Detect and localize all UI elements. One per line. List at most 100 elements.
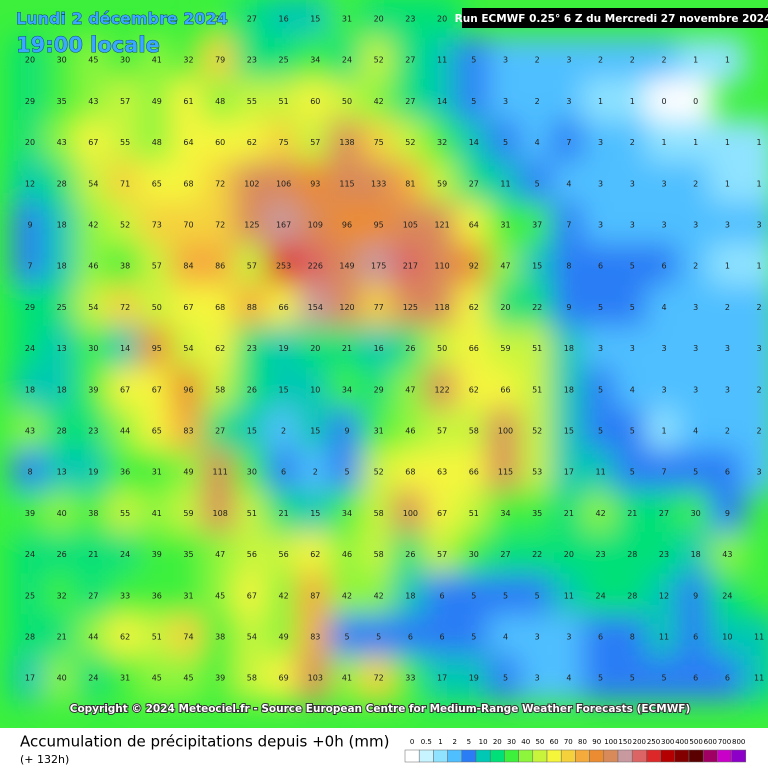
precip-value: 20 bbox=[310, 344, 320, 353]
scale-swatch bbox=[447, 749, 463, 763]
precip-cell bbox=[329, 490, 365, 536]
precip-cell bbox=[170, 243, 207, 289]
legend: Accumulation de précipitations depuis +0… bbox=[20, 733, 747, 766]
precip-value: 27 bbox=[469, 179, 479, 188]
precip-value: 45 bbox=[88, 56, 98, 65]
scale-swatch bbox=[589, 749, 605, 763]
scale-label: 100 bbox=[604, 738, 617, 746]
scale-label: 90 bbox=[592, 738, 601, 746]
precip-cell bbox=[392, 573, 429, 619]
precip-cell bbox=[360, 0, 397, 42]
precip-value: 2 bbox=[313, 468, 318, 477]
precip-cell bbox=[551, 161, 587, 207]
scale-swatch bbox=[717, 749, 732, 763]
precip-field bbox=[12, 0, 768, 701]
precip-cell bbox=[709, 202, 746, 248]
precip-value: 21 bbox=[627, 509, 637, 518]
precip-value: 74 bbox=[183, 633, 193, 642]
precip-value: 26 bbox=[405, 344, 415, 353]
precip-value: 5 bbox=[344, 633, 349, 642]
precip-cell bbox=[551, 78, 587, 124]
precip-cell bbox=[75, 243, 112, 289]
precip-value: 5 bbox=[503, 674, 508, 683]
precip-cell bbox=[297, 284, 334, 330]
precip-value: 111 bbox=[213, 468, 228, 477]
precip-cell bbox=[551, 326, 587, 372]
scale-swatch bbox=[433, 749, 448, 763]
precip-value: 4 bbox=[566, 179, 571, 188]
precip-value: 35 bbox=[57, 97, 67, 106]
precip-cell bbox=[455, 367, 492, 413]
precip-value: 41 bbox=[152, 56, 162, 65]
precip-cell bbox=[297, 0, 334, 42]
precip-cell bbox=[614, 614, 651, 660]
precip-cell bbox=[519, 367, 556, 413]
precip-cell bbox=[138, 614, 175, 660]
precip-value: 75 bbox=[374, 138, 384, 147]
precip-cell bbox=[677, 243, 714, 289]
precip-cell bbox=[170, 490, 207, 536]
precip-value: 43 bbox=[25, 427, 35, 436]
precip-value: 3 bbox=[725, 385, 730, 394]
precip-cell bbox=[360, 655, 397, 701]
precip-cell bbox=[265, 367, 302, 413]
precip-cell bbox=[265, 573, 302, 619]
precip-value: 48 bbox=[152, 138, 162, 147]
precip-cell bbox=[519, 449, 556, 495]
precip-value: 1 bbox=[661, 138, 666, 147]
precip-cell bbox=[646, 161, 682, 207]
precip-value: 6 bbox=[440, 591, 445, 600]
precip-cell bbox=[12, 326, 48, 372]
precip-cell bbox=[677, 326, 714, 372]
precip-cell bbox=[75, 37, 112, 83]
precip-value: 2 bbox=[693, 179, 698, 188]
precip-value: 3 bbox=[598, 344, 603, 353]
precip-value: 27 bbox=[500, 550, 510, 559]
precip-cell bbox=[297, 37, 334, 83]
precip-cell bbox=[424, 243, 460, 289]
precip-value: 14 bbox=[469, 138, 479, 147]
precip-cell bbox=[12, 367, 48, 413]
precip-value: 15 bbox=[532, 262, 542, 271]
precip-value: 8 bbox=[630, 633, 635, 642]
precip-cell bbox=[519, 284, 556, 330]
precip-value: 38 bbox=[120, 262, 130, 271]
precip-cell bbox=[551, 449, 587, 495]
precip-cell bbox=[107, 120, 143, 166]
precip-cell bbox=[138, 490, 175, 536]
precip-cell bbox=[487, 120, 524, 166]
precip-cell bbox=[297, 490, 334, 536]
precip-cell bbox=[107, 490, 143, 536]
scale-swatch bbox=[617, 749, 633, 763]
precip-value: 37 bbox=[532, 221, 542, 230]
precip-value: 9 bbox=[725, 509, 730, 518]
precip-value: 71 bbox=[120, 179, 130, 188]
precip-cell bbox=[614, 655, 651, 701]
precip-value: 23 bbox=[247, 344, 257, 353]
precip-value: 108 bbox=[213, 509, 228, 518]
precip-value: 5 bbox=[598, 385, 603, 394]
precip-cell bbox=[234, 532, 270, 578]
color-scale: 0 0.5 1 2 5 10 20 30 40 50 60 70 80 90 100 150 200 250 300… bbox=[404, 738, 747, 763]
precip-cell bbox=[551, 573, 587, 619]
precip-cell bbox=[329, 326, 365, 372]
scale-swatch bbox=[575, 749, 590, 763]
precip-value: 49 bbox=[279, 633, 289, 642]
precip-value: 17 bbox=[25, 674, 35, 683]
precip-cell bbox=[234, 202, 270, 248]
precip-cell bbox=[75, 120, 112, 166]
precip-cell bbox=[170, 367, 207, 413]
precip-cell bbox=[519, 78, 556, 124]
precip-value: 2 bbox=[725, 303, 730, 312]
precip-cell bbox=[582, 37, 619, 83]
precip-cell bbox=[646, 614, 682, 660]
precip-value: 27 bbox=[215, 427, 225, 436]
precip-cell bbox=[582, 161, 619, 207]
precip-value: 7 bbox=[27, 262, 32, 271]
precip-value: 6 bbox=[725, 674, 730, 683]
precip-cell bbox=[360, 573, 397, 619]
precip-value: 5 bbox=[598, 674, 603, 683]
precip-cell bbox=[551, 367, 587, 413]
precip-value: 10 bbox=[722, 633, 732, 642]
